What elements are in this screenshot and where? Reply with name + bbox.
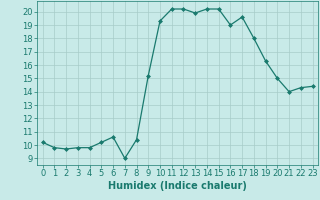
- X-axis label: Humidex (Indice chaleur): Humidex (Indice chaleur): [108, 181, 247, 191]
